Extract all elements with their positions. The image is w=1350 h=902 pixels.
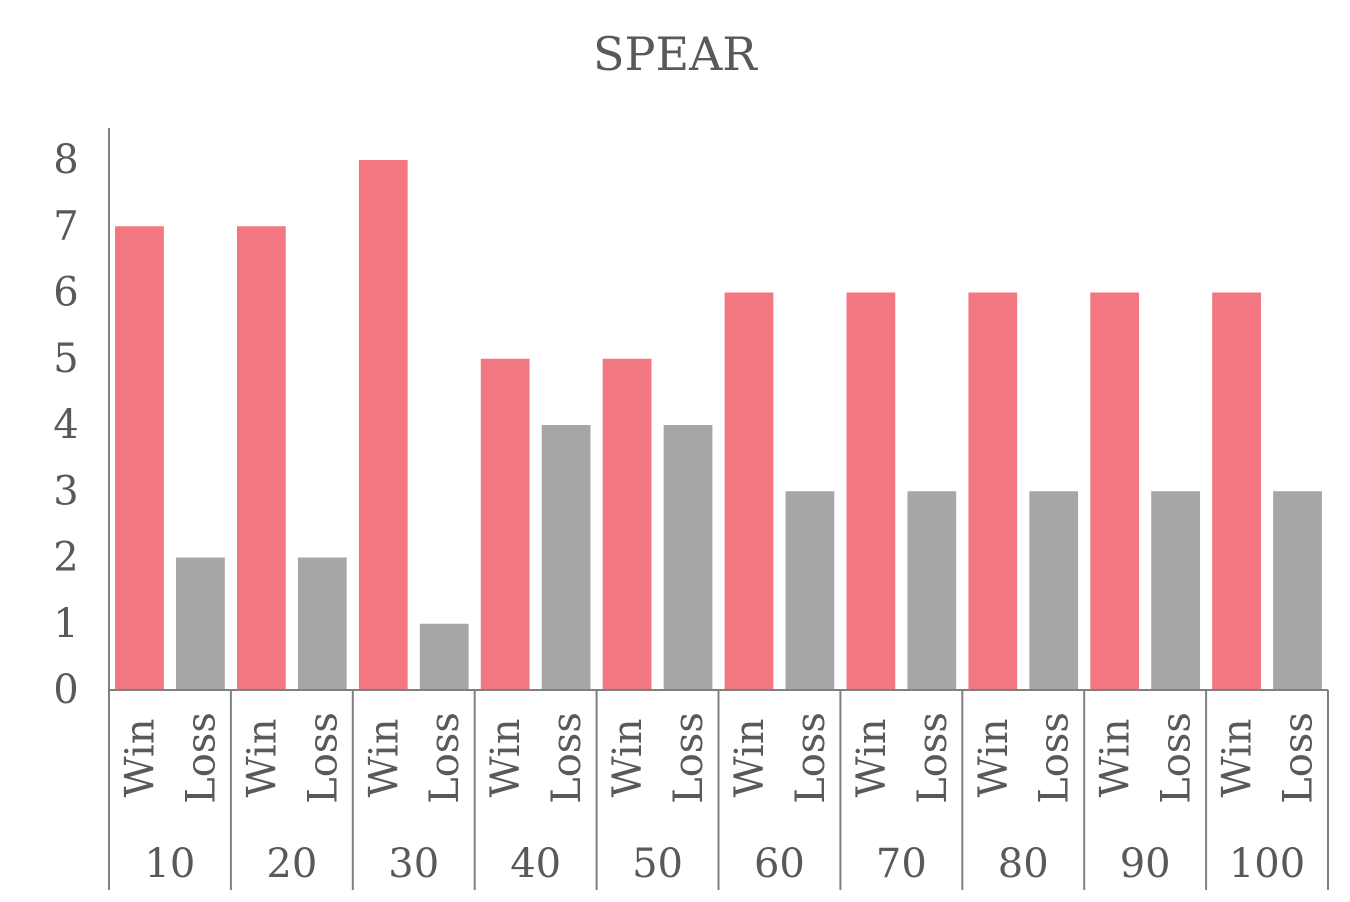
y-tick-label: 5 (53, 336, 78, 382)
bar-loss-100 (1273, 491, 1322, 690)
x-sub-label: Loss (300, 712, 346, 804)
x-group-label: 90 (1120, 841, 1171, 887)
y-tick-label: 0 (53, 667, 78, 713)
bar-win-10 (115, 226, 164, 690)
y-tick-label: 2 (53, 535, 78, 581)
x-group-label: 100 (1229, 841, 1305, 887)
bar-loss-80 (1029, 491, 1079, 690)
x-sub-label: Win (239, 719, 285, 798)
y-axis-ticks: 0 1 2 3 4 5 6 7 8 (53, 137, 78, 713)
x-sub-label: Loss (178, 712, 224, 804)
x-group-label: 60 (754, 841, 805, 887)
y-tick-label: 8 (53, 137, 78, 183)
bar-win-70 (846, 292, 896, 690)
x-sub-label: Loss (788, 712, 834, 804)
y-tick-label: 3 (53, 468, 78, 514)
x-sub-label: Win (117, 719, 163, 798)
x-group-label: 80 (998, 841, 1049, 887)
bar-win-50 (602, 358, 652, 690)
x-sub-label: Loss (666, 712, 712, 804)
y-tick-label: 7 (53, 203, 78, 249)
y-tick-label: 6 (53, 270, 78, 316)
x-group-label: 30 (388, 841, 439, 887)
bar-win-90 (1090, 292, 1140, 690)
x-group-label: 70 (876, 841, 927, 887)
x-sub-label: Win (727, 719, 773, 798)
x-sub-label: Loss (1276, 712, 1322, 804)
axes (108, 128, 1329, 890)
y-tick-label: 1 (53, 601, 78, 647)
bar-loss-50 (663, 425, 713, 690)
bars (115, 160, 1322, 690)
x-sub-label: Loss (1154, 712, 1200, 804)
bar-loss-90 (1151, 491, 1200, 690)
x-sub-label: Win (1215, 719, 1261, 798)
x-sub-label: Win (361, 719, 407, 798)
bar-win-20 (237, 226, 286, 690)
bar-loss-40 (541, 425, 591, 690)
x-sub-label: Loss (422, 712, 468, 804)
bar-win-30 (358, 160, 408, 690)
x-group-label: 20 (266, 841, 317, 887)
x-sub-label: Win (483, 719, 529, 798)
bar-win-60 (724, 292, 774, 690)
bar-loss-60 (785, 491, 835, 690)
x-group-label: 50 (632, 841, 683, 887)
bar-win-40 (480, 358, 530, 690)
x-sub-label: Loss (910, 712, 956, 804)
bar-win-100 (1212, 292, 1261, 690)
x-sub-label: Win (971, 719, 1017, 798)
x-sub-label: Win (849, 719, 895, 798)
x-sub-label: Win (1093, 719, 1139, 798)
bar-loss-20 (297, 557, 347, 690)
bar-loss-70 (907, 491, 957, 690)
x-group-label: 10 (144, 841, 195, 887)
bar-win-80 (968, 292, 1018, 690)
y-tick-label: 4 (53, 402, 78, 448)
x-sub-label: Loss (1032, 712, 1078, 804)
bar-loss-30 (419, 623, 469, 690)
x-axis-labels: Win Loss 10 Win Loss 20 Win Loss 30 Win Loss 40 Win L… (117, 712, 1321, 887)
x-sub-label: Loss (544, 712, 590, 804)
x-group-label: 40 (510, 841, 561, 887)
chart-title: SPEAR (593, 27, 758, 81)
bar-loss-10 (176, 557, 225, 690)
x-sub-label: Win (605, 719, 651, 798)
